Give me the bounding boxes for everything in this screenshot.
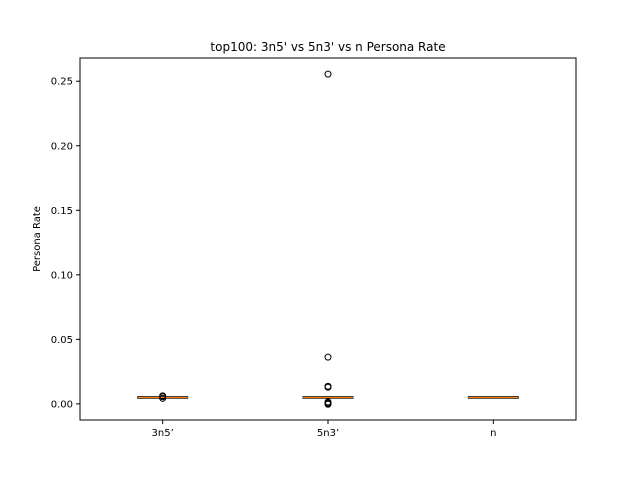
outlier-point <box>159 394 167 402</box>
box-2 <box>302 70 354 408</box>
y-tick-label: 0.05 <box>51 335 73 346</box>
box-1 <box>137 392 189 402</box>
outlier-point <box>324 70 332 78</box>
outlier-point <box>324 400 332 408</box>
y-axis-label: Persona Rate <box>32 206 43 272</box>
x-axis: 3n5’ 5n3’ n <box>152 420 497 439</box>
y-tick-label: 0.15 <box>51 206 73 217</box>
outlier-point <box>159 392 167 400</box>
x-tick-label: 5n3’ <box>317 428 339 439</box>
y-tick-label: 0.10 <box>51 270 73 281</box>
outlier-point <box>324 353 332 361</box>
plot-area <box>137 70 519 408</box>
x-tick-label: n <box>490 428 496 439</box>
chart-title: top100: 3n5' vs 5n3' vs n Persona Rate <box>210 40 445 54</box>
outlier-point <box>324 383 332 391</box>
y-axis: 0.00 0.05 0.10 0.15 0.20 0.25 <box>51 77 80 410</box>
y-tick-label: 0.20 <box>51 141 73 152</box>
y-tick-label: 0.00 <box>51 399 73 410</box>
plot-frame <box>79 57 577 421</box>
box-3 <box>467 396 519 399</box>
x-tick-label: 3n5’ <box>152 428 174 439</box>
y-tick-label: 0.25 <box>51 77 73 88</box>
